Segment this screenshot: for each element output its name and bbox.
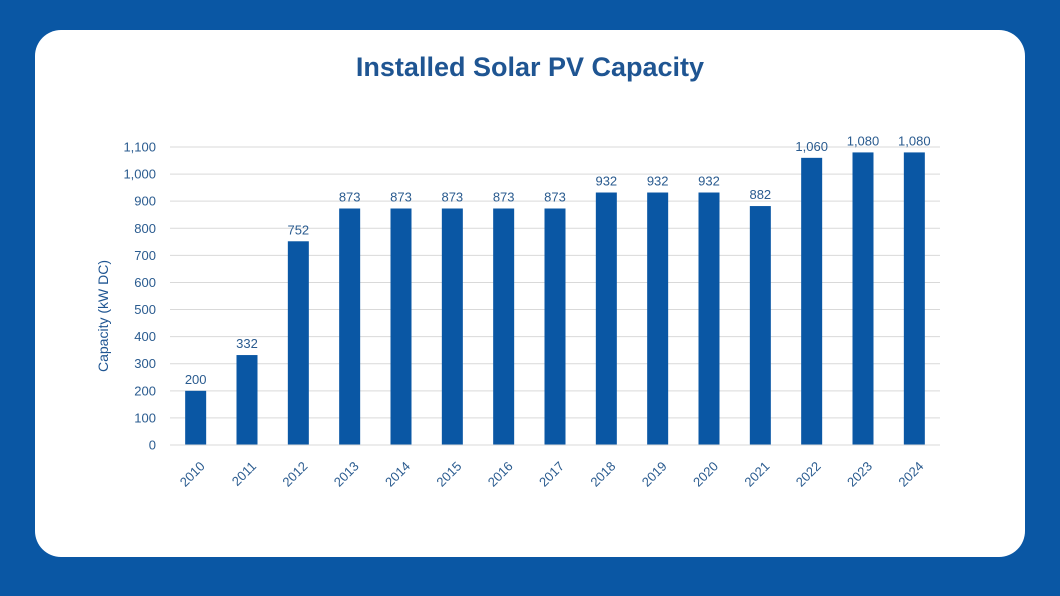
x-tick-label: 2024 bbox=[895, 459, 926, 490]
data-label: 1,080 bbox=[847, 133, 880, 148]
data-labels: 200 332 752 873 873 873 873 873 932 932 932 882 1,06… bbox=[185, 133, 931, 386]
y-tick-label: 400 bbox=[134, 329, 156, 344]
x-tick-label: 2014 bbox=[382, 459, 413, 490]
x-tick-label: 2018 bbox=[587, 459, 618, 490]
x-tick-label: 2020 bbox=[690, 459, 721, 490]
data-label: 932 bbox=[647, 174, 669, 189]
data-label: 873 bbox=[339, 189, 361, 204]
y-tick-label: 900 bbox=[134, 194, 156, 209]
y-axis-title: Capacity (kW DC) bbox=[95, 260, 111, 372]
bar bbox=[852, 152, 874, 445]
bar bbox=[287, 241, 309, 445]
x-tick-label: 2022 bbox=[793, 459, 824, 490]
data-label: 873 bbox=[493, 189, 515, 204]
x-tick-label: 2017 bbox=[536, 459, 567, 490]
x-tick-label: 2010 bbox=[177, 459, 208, 490]
bar bbox=[493, 208, 515, 445]
y-tick-label: 1,100 bbox=[123, 140, 156, 155]
data-label: 932 bbox=[595, 174, 617, 189]
x-tick-label: 2012 bbox=[279, 459, 310, 490]
bar bbox=[544, 208, 566, 445]
data-label: 752 bbox=[287, 222, 309, 237]
data-label: 932 bbox=[698, 174, 720, 189]
bar bbox=[903, 152, 925, 445]
bar bbox=[441, 208, 463, 445]
y-tick-label: 700 bbox=[134, 248, 156, 263]
x-tick-label: 2011 bbox=[229, 459, 259, 489]
data-label: 200 bbox=[185, 372, 207, 387]
data-label: 873 bbox=[390, 189, 412, 204]
data-label: 873 bbox=[544, 189, 566, 204]
y-tick-label: 100 bbox=[134, 410, 156, 425]
y-tick-label: 300 bbox=[134, 356, 156, 371]
bar bbox=[801, 157, 823, 445]
x-tick-label: 2021 bbox=[741, 459, 772, 490]
x-tick-label: 2013 bbox=[331, 459, 362, 490]
x-tick-label: 2019 bbox=[639, 459, 670, 490]
chart-title: Installed Solar PV Capacity bbox=[355, 52, 705, 82]
data-label: 1,080 bbox=[898, 133, 931, 148]
data-label: 873 bbox=[441, 189, 463, 204]
x-tick-label: 2023 bbox=[844, 459, 875, 490]
data-label: 882 bbox=[749, 187, 771, 202]
bar bbox=[339, 208, 361, 445]
bar bbox=[236, 355, 258, 445]
y-tick-label: 500 bbox=[134, 302, 156, 317]
bar bbox=[185, 390, 207, 445]
bar bbox=[595, 192, 617, 445]
bar bbox=[647, 192, 669, 445]
bars bbox=[185, 152, 925, 445]
x-tick-label: 2016 bbox=[485, 459, 516, 490]
y-tick-label: 1,000 bbox=[123, 167, 156, 182]
y-tick-label: 0 bbox=[149, 438, 156, 453]
bar bbox=[698, 192, 720, 445]
y-tick-label: 600 bbox=[134, 275, 156, 290]
y-axis-ticks: 0 100 200 300 400 500 600 700 800 900 1,000 1,100 bbox=[123, 140, 156, 453]
bar bbox=[749, 206, 771, 445]
x-tick-label: 2015 bbox=[433, 459, 464, 490]
data-label: 332 bbox=[236, 336, 258, 351]
bar bbox=[390, 208, 412, 445]
y-tick-label: 200 bbox=[134, 383, 156, 398]
x-axis-ticks: 2010 2011 2012 2013 2014 2015 2016 2017 2018 2019… bbox=[177, 459, 927, 490]
data-label: 1,060 bbox=[795, 139, 828, 154]
y-tick-label: 800 bbox=[134, 221, 156, 236]
